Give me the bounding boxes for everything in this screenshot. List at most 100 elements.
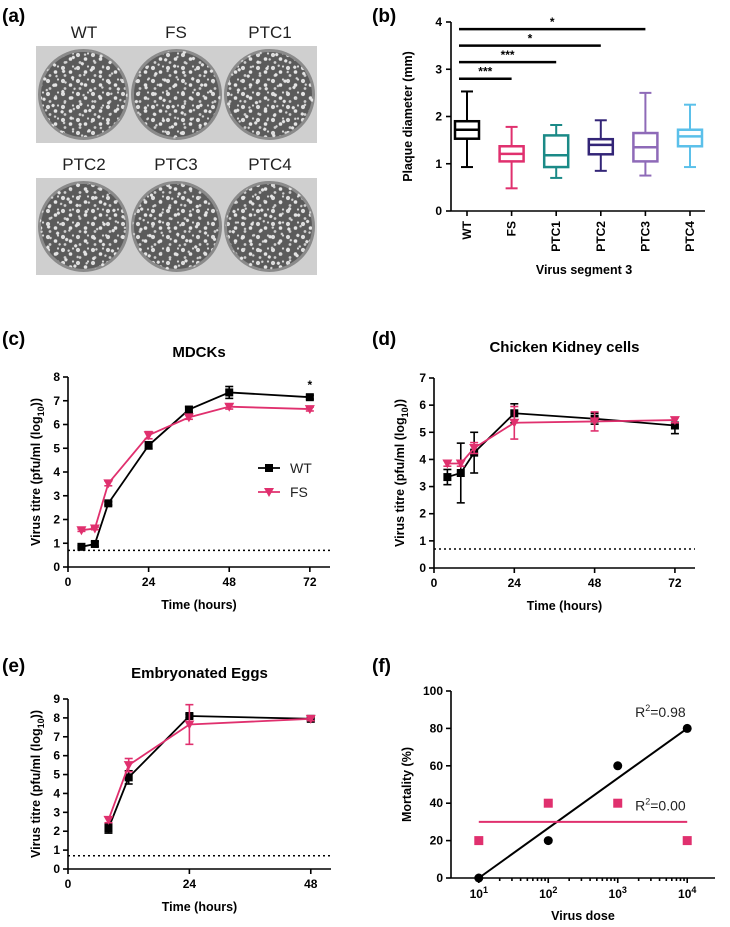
panel-b-label: (b) [372,6,396,27]
chart-d-point-fs [669,416,680,426]
plate-ptc1 [222,46,317,143]
chart-e-y-tick-label: 5 [53,768,60,782]
chart-e-y-tick-label: 7 [53,730,60,744]
chart-e-point-fs [123,761,134,771]
f-r2-label-wt: R2=0.98 [635,703,686,720]
chart-e-y-tick-label: 0 [53,862,60,876]
b-x-tick-label: PTC3 [638,221,652,252]
f-x-tick-label: 102 [539,885,557,901]
plate-label-ptc2: PTC2 [62,155,105,174]
chart-e-x-tick-label: 24 [183,877,197,891]
chart-d-y-axis-label: Virus titre (pfu/ml (log10)) [393,399,410,547]
chart-e-x-tick-label: 48 [304,877,318,891]
chart-c-point-wt [305,393,314,402]
chart-e-y-tick-label: 4 [53,786,60,800]
chart-d-point-fs [442,459,453,469]
f-point-wt [682,723,692,733]
chart-d-y-tick-label: 3 [419,480,426,494]
chart-e-point-wt [124,773,133,782]
chart-d-y-tick-label: 4 [419,452,426,466]
chart-c-point-wt [184,405,193,414]
chart-e-point-fs [103,815,114,825]
chart-d-y-tick-label: 6 [419,398,426,412]
chart-d-point-fs [469,444,480,454]
chart-c-y-tick-label: 7 [53,394,60,408]
f-x-axis-label: Virus dose [551,909,615,923]
chart-c-x-tick-label: 24 [142,575,156,589]
b-x-tick-label: PTC4 [683,221,697,252]
f-point-wt [543,836,553,846]
chart-c-point-wt [225,388,234,397]
chart-c-y-tick-label: 0 [53,560,60,574]
chart-c: MDCKs 0 1 2 3 4 5 6 7 8 0 24 48 72 * WT FS Virus titre (p… [29,344,330,612]
chart-e-y-tick-label: 9 [53,692,60,706]
chart-c-y-tick-label: 1 [53,536,60,550]
b-x-axis-label: Virus segment 3 [536,263,632,277]
chart-c-point-fs [76,526,87,536]
chart-e-point-fs [305,714,316,724]
plate-label-fs: FS [165,23,187,42]
f-y-tick-label: 60 [430,759,444,773]
chart-d-point-fs [509,418,520,428]
chart-c-point-wt [104,499,113,508]
chart-e-title: Embryonated Eggs [131,665,268,682]
f-point-fs [543,798,553,808]
f-x-tick-label: 101 [470,885,488,901]
panel-c-label: (c) [2,329,25,350]
b-significance-label: * [528,32,533,46]
panel-e-label: (e) [2,656,25,677]
plate-wt [36,46,131,143]
f-x-tick-label: 103 [609,885,627,901]
chart-c-point-fs [89,524,100,534]
chart-c-y-tick-label: 8 [53,370,60,384]
chart-d-y-tick-label: 2 [419,507,426,521]
chart-f: 0 20 40 60 80 100 101 102 103 104 R2=0.98 R2=0.00 Mo… [400,684,715,923]
chart-d-line-fs [447,419,675,465]
chart-d-x-tick-label: 72 [668,576,682,590]
b-significance-label: *** [501,48,515,62]
chart-c-y-tick-label: 5 [53,441,60,455]
plate-label-ptc3: PTC3 [154,155,197,174]
chart-e-y-axis-label: Virus titre (pfu/ml (log10)) [29,710,46,858]
b-x-tick-label: FS [505,221,519,236]
chart-e-y-tick-label: 6 [53,749,60,763]
chart-c-x-tick-label: 0 [65,575,72,589]
b-y-tick-label: 0 [435,204,442,218]
chart-c-point-wt [77,542,86,551]
chart-c-x-axis-label: Time (hours) [161,598,236,612]
chart-c-legend-label-fs: FS [290,484,308,500]
chart-d-x-tick-label: 0 [431,576,438,590]
chart-d-y-tick-label: 7 [419,371,426,385]
plate-ptc3 [129,178,224,275]
chart-c-title: MDCKs [172,344,225,361]
chart-c-point-wt [90,539,99,548]
chart-c-legend-marker-fs [264,488,274,497]
chart-e-y-tick-label: 8 [53,711,60,725]
chart-d-point-wt [456,469,465,477]
chart-c-legend-marker-wt [265,464,273,472]
chart-c-y-axis-label: Virus titre (pfu/ml (log10)) [29,398,46,546]
f-point-fs [682,836,692,846]
panel-d-label: (d) [372,329,396,350]
chart-e-line-wt [107,715,311,829]
f-point-wt [613,761,623,771]
f-point-fs [613,798,623,808]
chart-e-x-tick-label: 0 [65,877,72,891]
chart-e-x-axis-label: Time (hours) [162,900,237,914]
f-y-tick-label: 80 [430,721,444,735]
chart-d-x-axis-label: Time (hours) [527,599,602,613]
chart-c-point-fs [224,402,235,412]
plate-label-ptc4: PTC4 [248,155,291,174]
chart-c-annotation: * [308,378,313,392]
plate-label-ptc1: PTC1 [248,23,291,42]
b-y-axis-label: Plaque diameter (mm) [401,51,415,182]
f-y-tick-label: 40 [430,796,444,810]
chart-c-y-tick-label: 3 [53,489,60,503]
chart-d-title: Chicken Kidney cells [489,339,639,356]
b-x-tick-label: WT [460,220,474,239]
chart-c-x-tick-label: 72 [303,575,317,589]
chart-e-point-fs [184,720,195,730]
chart-d-y-tick-label: 0 [419,561,426,575]
b-box [542,134,570,169]
